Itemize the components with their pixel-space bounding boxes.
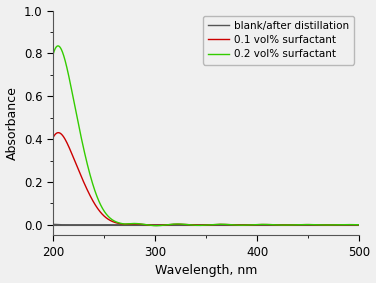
Y-axis label: Absorbance: Absorbance [6,86,18,160]
blank/after distillation [193,223,197,226]
0.1 vol% surfactant [56,131,61,134]
0.2 vol% surfactant [87,171,92,175]
0.1 vol% surfactant [193,223,198,227]
blank/after distillation [74,223,79,226]
X-axis label: Wavelength, nm: Wavelength, nm [155,264,258,277]
blank/after distillation [51,223,55,226]
Line: 0.2 vol% surfactant: 0.2 vol% surfactant [53,46,359,226]
0.1 vol% surfactant [75,165,79,168]
blank/after distillation [225,223,230,226]
0.2 vol% surfactant [226,223,230,226]
blank/after distillation [181,223,185,226]
0.1 vol% surfactant [188,223,192,226]
0.1 vol% surfactant [154,224,159,227]
0.2 vol% surfactant [75,115,79,119]
0.2 vol% surfactant [154,224,159,228]
0.2 vol% surfactant [181,222,186,226]
Line: blank/after distillation: blank/after distillation [53,224,359,225]
0.1 vol% surfactant [51,136,55,139]
blank/after distillation [190,223,194,226]
0.2 vol% surfactant [51,52,55,56]
0.2 vol% surfactant [188,223,192,227]
0.2 vol% surfactant [56,44,60,48]
Line: 0.1 vol% surfactant: 0.1 vol% surfactant [53,133,359,225]
0.1 vol% surfactant [357,223,362,226]
0.1 vol% surfactant [87,193,92,196]
0.1 vol% surfactant [181,223,186,226]
0.2 vol% surfactant [357,223,362,226]
blank/after distillation [187,223,192,226]
0.1 vol% surfactant [226,223,230,226]
0.2 vol% surfactant [193,224,198,227]
blank/after distillation [87,223,92,226]
blank/after distillation [357,223,362,226]
Legend: blank/after distillation, 0.1 vol% surfactant, 0.2 vol% surfactant: blank/after distillation, 0.1 vol% surfa… [203,16,354,65]
